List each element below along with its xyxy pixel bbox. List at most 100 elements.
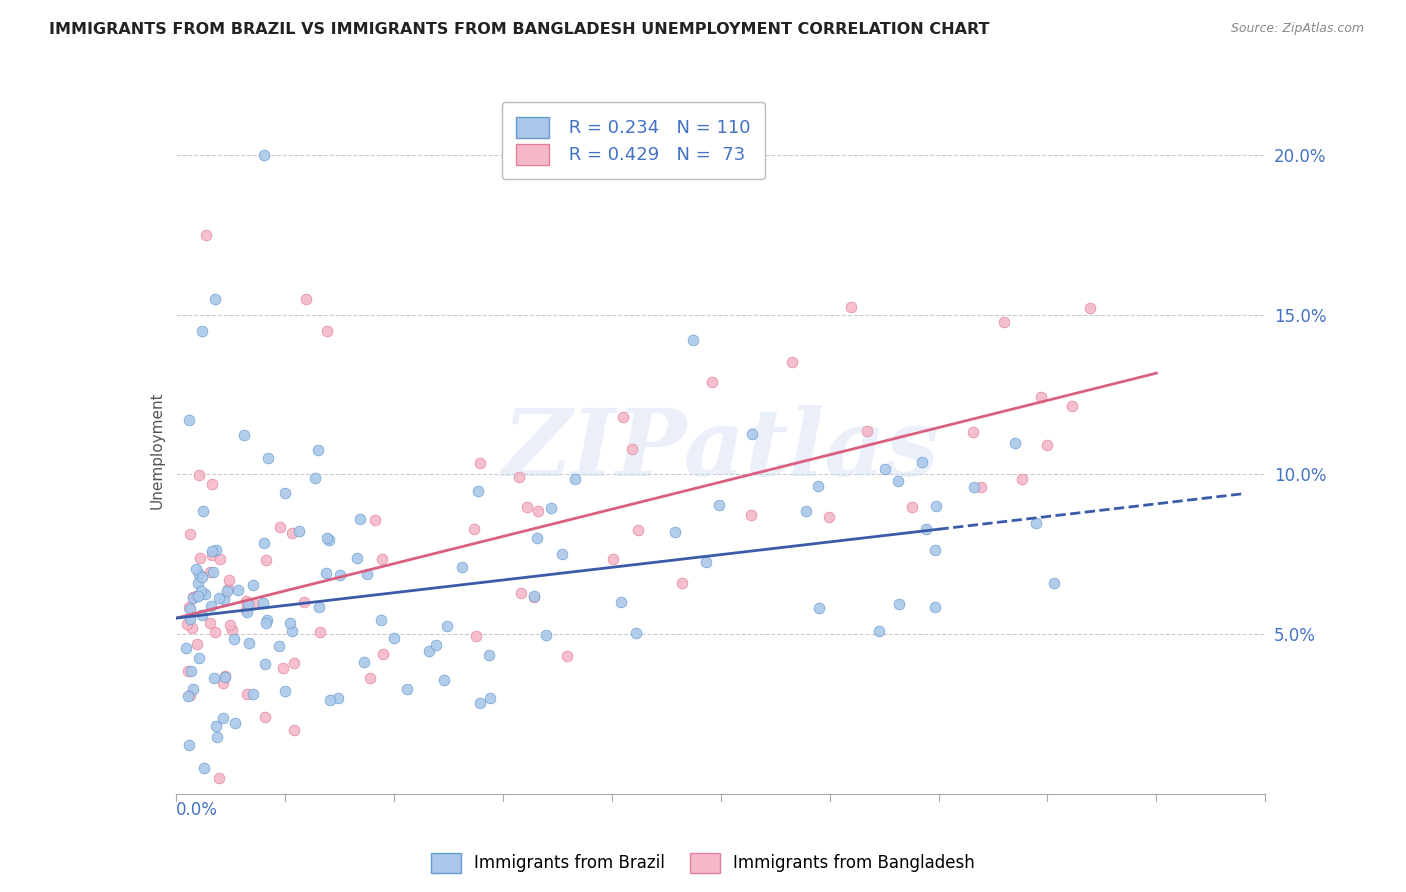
Point <box>292 595 315 609</box>
Point <box>370 613 392 627</box>
Point <box>526 504 548 518</box>
Point <box>508 469 530 483</box>
Point <box>281 526 304 541</box>
Point <box>254 710 277 724</box>
Point <box>970 480 993 494</box>
Point <box>602 552 624 566</box>
Point <box>540 501 562 516</box>
Point <box>740 508 762 522</box>
Text: ZIPatlas: ZIPatlas <box>502 406 939 495</box>
Point <box>993 315 1015 329</box>
Point <box>242 578 264 592</box>
Point <box>328 690 350 705</box>
Point <box>283 657 305 671</box>
Point <box>208 771 231 785</box>
Point <box>915 522 938 536</box>
Point <box>526 531 548 545</box>
Point <box>315 566 337 580</box>
Point <box>177 665 200 679</box>
Point <box>671 576 693 591</box>
Y-axis label: Unemployment: Unemployment <box>149 392 165 509</box>
Point <box>187 576 209 591</box>
Point <box>180 664 202 678</box>
Point <box>555 648 578 663</box>
Point <box>510 586 533 600</box>
Point <box>254 553 277 567</box>
Point <box>283 723 305 737</box>
Point <box>564 472 586 486</box>
Point <box>308 600 330 615</box>
Text: 0.0%: 0.0% <box>176 801 218 819</box>
Point <box>620 442 643 456</box>
Point <box>188 550 211 565</box>
Point <box>243 597 266 611</box>
Point <box>682 333 704 347</box>
Point <box>807 601 830 615</box>
Point <box>253 657 276 671</box>
Point <box>181 591 204 605</box>
Point <box>925 499 948 513</box>
Point <box>194 587 217 601</box>
Point <box>470 697 492 711</box>
Point <box>236 605 259 619</box>
Point <box>425 638 447 652</box>
Point <box>198 615 221 630</box>
Point <box>191 324 214 338</box>
Point <box>319 692 342 706</box>
Point <box>208 551 231 566</box>
Point <box>612 409 634 424</box>
Point <box>316 531 339 545</box>
Point <box>664 525 686 540</box>
Point <box>177 738 200 752</box>
Point <box>224 716 246 731</box>
Point <box>221 623 243 637</box>
Point <box>274 684 297 698</box>
Point <box>794 504 817 518</box>
Point <box>235 603 257 617</box>
Point <box>741 427 763 442</box>
Point <box>371 647 394 661</box>
Point <box>451 560 474 574</box>
Point <box>200 599 222 614</box>
Point <box>307 442 329 457</box>
Point <box>1011 472 1033 486</box>
Point <box>962 425 984 439</box>
Point <box>205 730 228 744</box>
Point <box>309 625 332 640</box>
Point <box>176 689 198 703</box>
Point <box>200 565 222 579</box>
Point <box>873 462 896 476</box>
Point <box>839 300 862 314</box>
Point <box>201 549 224 563</box>
Point <box>463 522 485 536</box>
Point <box>304 471 326 485</box>
Point <box>382 631 405 645</box>
Point <box>183 590 205 604</box>
Point <box>346 551 368 566</box>
Point <box>201 476 224 491</box>
Point <box>212 591 235 606</box>
Point <box>205 543 228 558</box>
Point <box>395 682 418 697</box>
Point <box>226 583 249 598</box>
Point <box>478 648 501 662</box>
Point <box>700 376 723 390</box>
Point <box>523 589 546 603</box>
Point <box>536 628 558 642</box>
Point <box>371 551 394 566</box>
Point <box>177 413 200 427</box>
Point <box>217 582 239 596</box>
Point <box>1078 301 1101 316</box>
Point <box>780 355 803 369</box>
Point <box>256 451 278 466</box>
Point <box>271 661 294 675</box>
Point <box>176 617 198 632</box>
Point <box>318 533 340 548</box>
Point <box>188 650 211 665</box>
Point <box>1004 435 1026 450</box>
Point <box>288 524 311 538</box>
Point <box>887 474 910 488</box>
Point <box>478 691 501 706</box>
Point <box>183 681 205 696</box>
Point <box>269 520 291 534</box>
